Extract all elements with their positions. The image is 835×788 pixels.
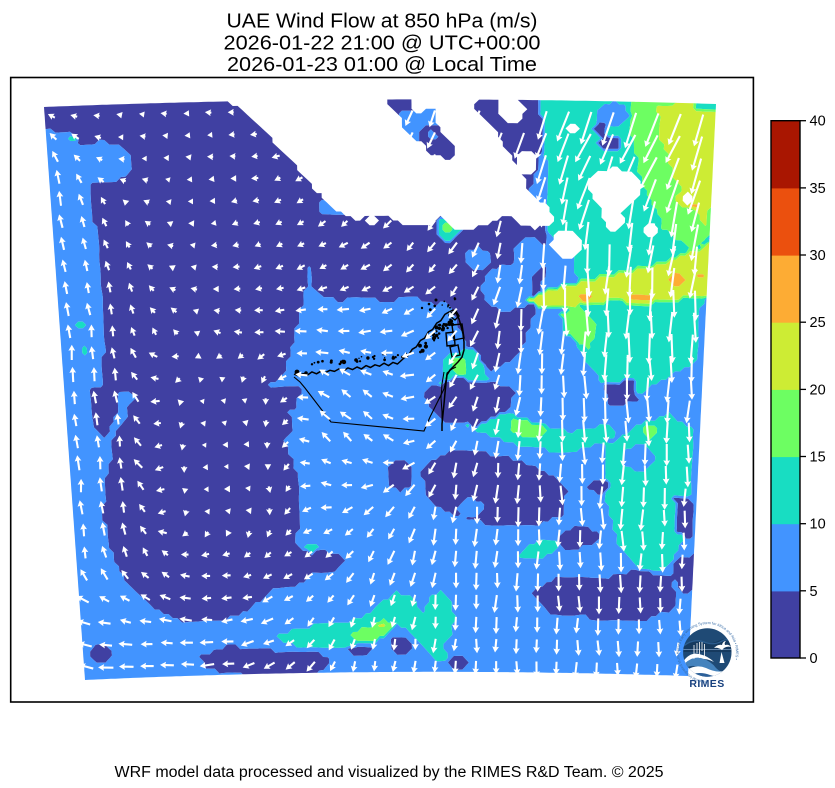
svg-text:15: 15 — [810, 450, 826, 466]
svg-text:UAE Wind Flow at 850 hPa (m/s): UAE Wind Flow at 850 hPa (m/s) — [227, 11, 538, 33]
svg-text:20: 20 — [810, 382, 826, 398]
svg-text:WRF model data processed and v: WRF model data processed and visualized … — [115, 764, 664, 781]
svg-text:0: 0 — [810, 651, 818, 667]
svg-text:30: 30 — [810, 248, 826, 264]
svg-text:40: 40 — [810, 114, 826, 130]
svg-text:35: 35 — [810, 181, 826, 197]
svg-text:2026-01-23 01:00 @ Local Time: 2026-01-23 01:00 @ Local Time — [227, 54, 537, 76]
svg-text:25: 25 — [810, 315, 826, 331]
svg-text:10: 10 — [810, 517, 826, 533]
svg-text:5: 5 — [810, 584, 818, 600]
svg-text:RIMES: RIMES — [689, 678, 724, 690]
svg-text:2026-01-22 21:00 @ UTC+00:00: 2026-01-22 21:00 @ UTC+00:00 — [224, 33, 541, 55]
